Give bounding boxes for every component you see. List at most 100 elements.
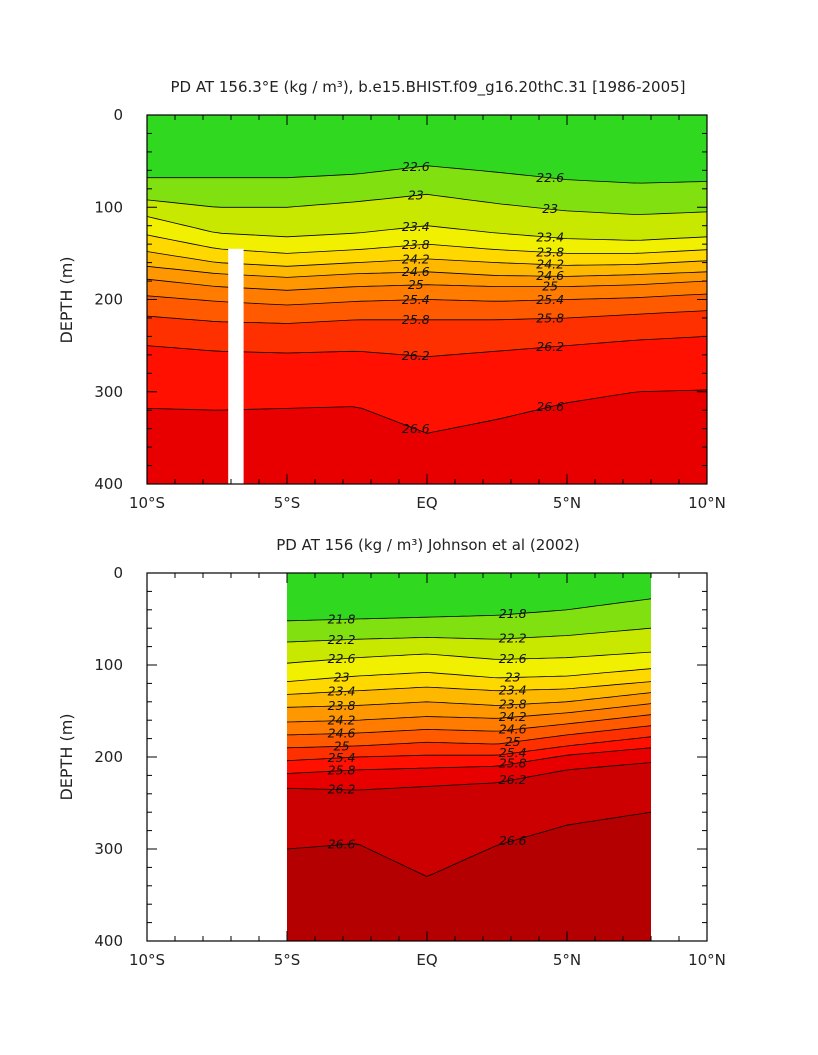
x-tick-label: EQ (416, 494, 437, 512)
contour-label: 21.8 (328, 611, 356, 626)
bottom-contour-lines (287, 598, 651, 877)
contour-label: 23.4 (536, 229, 564, 244)
contour-label: 26.2 (499, 772, 527, 787)
contour-label: 23.4 (499, 682, 527, 697)
contour-line (287, 747, 651, 774)
contour-line (147, 165, 707, 184)
y-tick-label: 400 (94, 475, 123, 493)
density-band (147, 336, 707, 434)
top-filled-contours (147, 115, 707, 484)
density-band (287, 681, 651, 708)
contour-label: 23.8 (499, 697, 527, 712)
density-band (287, 573, 651, 621)
density-band (147, 294, 707, 324)
contour-label: 26.6 (499, 833, 527, 848)
x-tick-label: 5°S (274, 494, 301, 512)
contour-label: 23.4 (402, 219, 430, 234)
y-tick-label: 300 (94, 840, 123, 858)
contour-label: 25.8 (536, 310, 564, 325)
density-band (147, 310, 707, 357)
contour-label: 26.2 (402, 348, 430, 363)
y-tick-label: 100 (94, 656, 123, 674)
contour-label: 22.6 (536, 170, 564, 185)
density-band (287, 714, 651, 748)
contour-label: 23 (334, 669, 350, 684)
contour-label: 24.2 (328, 713, 356, 728)
contour-label: 23 (505, 670, 521, 685)
density-band (287, 703, 651, 735)
density-band (287, 747, 651, 790)
bottom-chart-title: PD AT 156 (kg / m³) Johnson et al (2002) (276, 536, 579, 554)
y-tick-label: 0 (113, 564, 123, 582)
contour-label: 24.2 (536, 257, 564, 272)
contour-line (287, 681, 651, 695)
contour-label: 22.6 (328, 651, 356, 666)
top-y-axis-label: DEPTH (m) (57, 256, 76, 343)
contour-label: 24.6 (536, 268, 564, 283)
x-tick-label: 10°S (129, 494, 165, 512)
contour-label: 23 (408, 188, 424, 203)
contour-label: 21.8 (499, 606, 527, 621)
density-band (287, 736, 651, 774)
contour-label: 23.8 (536, 245, 564, 260)
density-band (147, 266, 707, 291)
contour-label: 22.2 (328, 632, 356, 647)
contour-line (287, 651, 651, 664)
contour-label: 25.4 (499, 745, 527, 760)
contour-label: 25 (334, 738, 350, 753)
contour-label: 26.2 (536, 339, 564, 354)
contour-line (287, 736, 651, 762)
density-band (147, 279, 707, 305)
y-tick-label: 0 (113, 106, 123, 124)
bottom-y-axis-label: DEPTH (m) (57, 713, 76, 800)
y-tick-label: 200 (94, 291, 123, 309)
contour-line (287, 725, 651, 749)
contour-label: 24.6 (499, 722, 527, 737)
contour-label: 25 (408, 277, 424, 292)
density-band (147, 216, 707, 254)
contour-label: 22.6 (499, 651, 527, 666)
contour-line (287, 762, 651, 791)
density-band (287, 725, 651, 761)
x-tick-label: 10°N (688, 494, 726, 512)
contour-line (147, 193, 707, 215)
contour-label: 22.2 (499, 630, 527, 645)
density-band (287, 652, 651, 682)
contour-line (147, 216, 707, 241)
top-panel: PD AT 156.3°E (kg / m³), b.e15.BHIST.f09… (57, 78, 726, 512)
x-tick-label: 5°S (274, 951, 301, 969)
contour-label: 22.6 (402, 159, 430, 174)
density-band (147, 389, 707, 484)
contour-line (287, 627, 651, 643)
contour-label: 23.8 (402, 237, 430, 252)
top-axes: 10°S 5°S EQ 5°N 10°N 0 100 200 300 400 (94, 106, 726, 512)
density-band (287, 692, 651, 722)
contour-line (287, 703, 651, 723)
x-tick-label: 5°N (553, 951, 581, 969)
contour-label: 23.8 (328, 698, 356, 713)
contour-label: 25 (505, 734, 521, 749)
contour-label: 24.2 (499, 709, 527, 724)
contour-label: 26.6 (536, 399, 564, 414)
density-band (287, 762, 651, 877)
density-band (147, 234, 707, 267)
bottom-panel: PD AT 156 (kg / m³) Johnson et al (2002)… (57, 536, 726, 969)
x-tick-label: 10°S (129, 951, 165, 969)
y-tick-label: 300 (94, 383, 123, 401)
contour-line (287, 598, 651, 622)
contour-line (287, 714, 651, 736)
density-band (147, 251, 707, 278)
density-band (147, 194, 707, 241)
density-band (287, 812, 651, 941)
contour-label: 25.8 (499, 756, 527, 771)
contour-line (287, 668, 651, 682)
contour-label: 23.4 (328, 684, 356, 699)
top-chart-title: PD AT 156.3°E (kg / m³), b.e15.BHIST.f09… (170, 78, 685, 97)
contour-label: 24.6 (402, 264, 430, 279)
contour-label: 26.6 (328, 837, 356, 852)
contour-label: 25.4 (328, 750, 356, 765)
density-band (287, 628, 651, 664)
